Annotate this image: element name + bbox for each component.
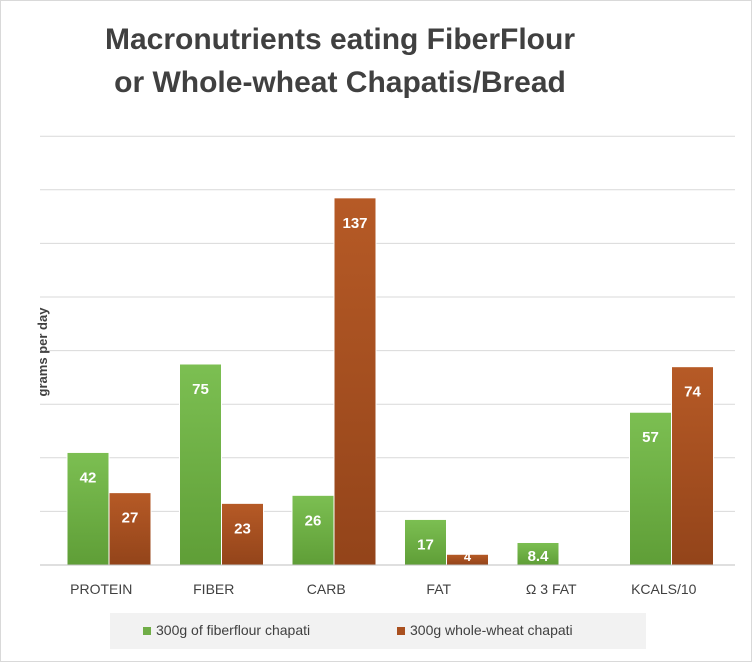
data-label-kcals-10-series-1: 57 bbox=[642, 429, 659, 446]
chart-title: Macronutrients eating FiberFlour or Whol… bbox=[40, 18, 640, 104]
data-label-protein-series-2: 27 bbox=[122, 510, 139, 527]
legend-swatch-fiberflour bbox=[143, 627, 151, 635]
data-label-carb-series-1: 26 bbox=[305, 512, 322, 529]
data-label-3-fat-series-1: 8.4 bbox=[528, 548, 550, 565]
category-label-carb: CARB bbox=[307, 581, 346, 597]
legend-label-fiberflour: 300g of fiberflour chapati bbox=[156, 622, 310, 638]
data-labels-group: 42 27 75 23 26 137 17 4 8.4 57 74 bbox=[80, 215, 702, 565]
data-label-fiber-series-1: 75 bbox=[192, 381, 209, 398]
bar-carb-series-1 bbox=[291, 494, 335, 566]
chart-title-line-1: Macronutrients eating FiberFlour bbox=[104, 23, 576, 56]
bar-carb-series-2 bbox=[333, 197, 377, 566]
category-label-fat: FAT bbox=[426, 581, 451, 597]
gridlines bbox=[40, 135, 735, 512]
bar-kcals-10-series-1 bbox=[629, 411, 672, 566]
data-label-fat-series-1: 17 bbox=[417, 536, 434, 553]
data-label-protein-series-1: 42 bbox=[80, 469, 97, 486]
chart-title-line-2: or Whole-wheat Chapatis/Bread bbox=[114, 66, 566, 99]
y-axis-label: grams per day bbox=[35, 307, 50, 397]
category-label-3-fat: Ω 3 FAT bbox=[526, 581, 577, 597]
legend: 300g of fiberflour chapati 300g whole-wh… bbox=[110, 613, 646, 649]
bar-protein-series-2 bbox=[108, 492, 152, 566]
category-label-protein: PROTEIN bbox=[70, 581, 132, 597]
bar-fiber-series-1 bbox=[179, 363, 222, 566]
category-label-kcals-10: KCALS/10 bbox=[631, 581, 697, 597]
legend-swatch-whole-wheat bbox=[397, 627, 405, 635]
legend-label-whole-wheat: 300g whole-wheat chapati bbox=[410, 622, 573, 638]
data-label-kcals-10-series-2: 74 bbox=[684, 384, 701, 401]
bar-fiber-series-2 bbox=[221, 502, 264, 566]
category-label-fiber: FIBER bbox=[193, 581, 234, 597]
bar-fat-series-1 bbox=[404, 518, 447, 566]
data-label-fat-series-2: 4 bbox=[464, 549, 472, 564]
bars-group bbox=[66, 197, 714, 566]
data-label-carb-series-2: 137 bbox=[342, 215, 367, 232]
data-label-fiber-series-2: 23 bbox=[234, 520, 251, 537]
bar-kcals-10-series-2 bbox=[671, 366, 714, 566]
category-labels-group: PROTEIN FIBER CARB FAT Ω 3 FAT KCALS/10 bbox=[70, 581, 697, 597]
